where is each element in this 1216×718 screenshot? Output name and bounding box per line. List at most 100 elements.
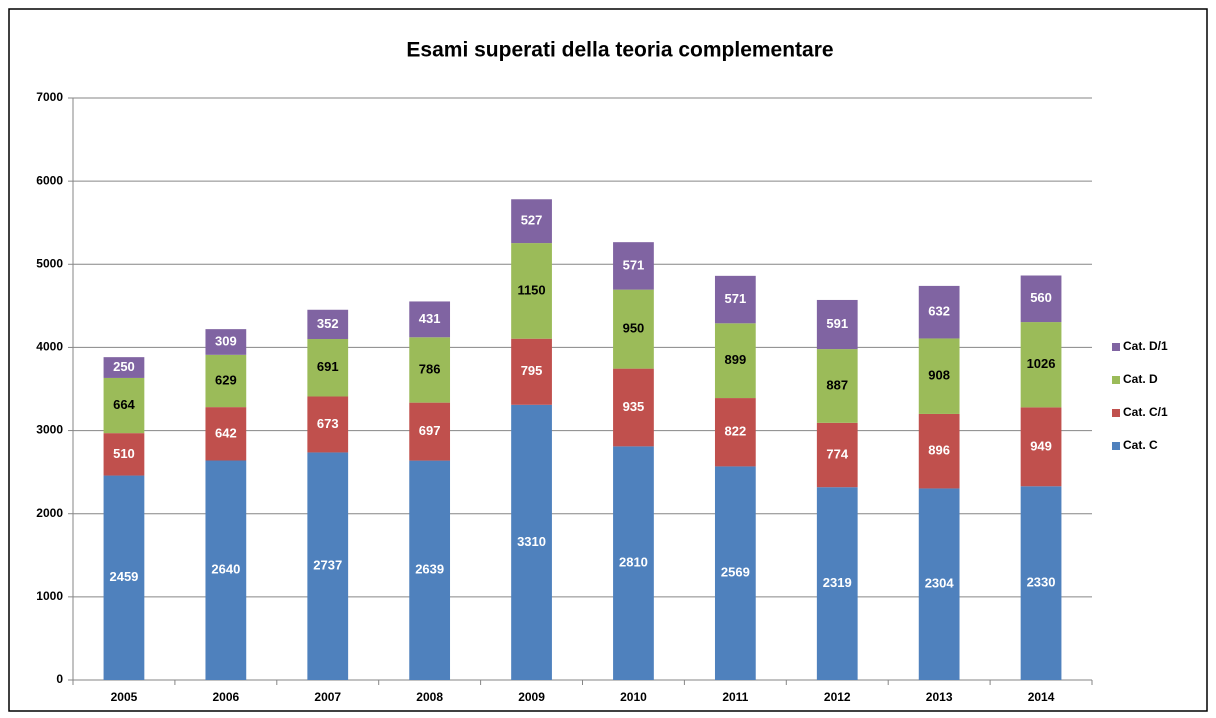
bar-segment	[714, 323, 756, 399]
bar-segment	[409, 301, 451, 338]
data-label: 949	[1030, 438, 1052, 453]
legend-label: Cat. D/1	[1123, 339, 1168, 353]
data-label: 3310	[517, 534, 546, 549]
bar-segment	[307, 339, 349, 397]
x-tick-label: 2013	[926, 690, 953, 704]
x-tick-label: 2005	[111, 690, 138, 704]
data-label: 664	[113, 397, 135, 412]
bar-segment	[816, 299, 858, 350]
data-label: 2459	[109, 569, 138, 584]
bar-segment	[816, 349, 858, 423]
data-label: 352	[317, 316, 339, 331]
bar-segment	[409, 337, 451, 403]
bar-segment	[1020, 322, 1062, 408]
data-label: 2737	[313, 558, 342, 573]
data-label: 2639	[415, 562, 444, 577]
data-label: 896	[928, 443, 950, 458]
data-label: 571	[623, 257, 645, 272]
bar-segment	[714, 275, 756, 324]
y-tick-label: 0	[56, 672, 63, 686]
data-label: 887	[826, 377, 848, 392]
bar-segment	[714, 466, 756, 680]
legend-swatch	[1112, 409, 1120, 417]
data-label: 691	[317, 359, 339, 374]
data-label: 2640	[211, 562, 240, 577]
legend-label: Cat. C/1	[1123, 405, 1168, 419]
bar-segment	[409, 460, 451, 680]
data-label: 899	[724, 352, 746, 367]
data-label: 786	[419, 361, 441, 376]
bar-segment	[816, 487, 858, 680]
data-label: 560	[1030, 290, 1052, 305]
bar-segment	[918, 338, 960, 414]
data-label: 822	[724, 424, 746, 439]
y-tick-label: 6000	[36, 173, 63, 187]
data-label: 571	[724, 291, 746, 306]
data-label: 250	[113, 359, 135, 374]
x-tick-label: 2014	[1028, 690, 1055, 704]
legend-swatch	[1112, 442, 1120, 450]
data-label: 2304	[925, 576, 955, 591]
x-tick-label: 2010	[620, 690, 647, 704]
bar-segment	[409, 402, 451, 461]
data-label: 2330	[1027, 575, 1056, 590]
legend-swatch	[1112, 376, 1120, 384]
data-label: 908	[928, 368, 950, 383]
bar-segment	[205, 460, 247, 680]
data-label: 309	[215, 333, 237, 348]
bar-segment	[205, 329, 247, 355]
x-tick-label: 2007	[314, 690, 341, 704]
data-label: 510	[113, 446, 135, 461]
data-label: 935	[623, 399, 645, 414]
y-tick-label: 1000	[36, 589, 63, 603]
legend-label: Cat. D	[1123, 372, 1158, 386]
bar-segment	[918, 285, 960, 339]
data-label: 1026	[1027, 356, 1056, 371]
x-tick-label: 2012	[824, 690, 851, 704]
legend-label: Cat. C	[1123, 438, 1158, 452]
data-label: 2810	[619, 555, 648, 570]
x-tick-label: 2006	[212, 690, 239, 704]
bar-segment	[103, 377, 145, 434]
data-label: 632	[928, 304, 950, 319]
legend-swatch	[1112, 343, 1120, 351]
bar-segment	[816, 422, 858, 488]
data-label: 2319	[823, 575, 852, 590]
y-tick-label: 5000	[36, 256, 63, 270]
bar-segment	[613, 446, 654, 680]
data-label: 591	[826, 316, 848, 331]
data-label: 2569	[721, 565, 750, 580]
data-label: 431	[419, 311, 441, 326]
bar-segment	[511, 199, 552, 244]
data-label: 795	[521, 363, 543, 378]
data-label: 642	[215, 425, 237, 440]
bar-segment	[307, 452, 349, 680]
bar-segment	[307, 309, 349, 340]
bar-segment	[613, 242, 654, 290]
bar-segment	[714, 398, 756, 467]
data-label: 1150	[517, 282, 545, 297]
y-tick-label: 3000	[36, 423, 63, 437]
bar-segment	[103, 433, 145, 476]
bar-segment	[613, 289, 654, 369]
bar-segment	[511, 338, 552, 405]
data-label: 950	[623, 321, 645, 336]
data-label: 527	[521, 213, 543, 228]
x-tick-label: 2008	[416, 690, 443, 704]
bar-segment	[205, 354, 247, 408]
bar-segment	[103, 357, 145, 378]
x-tick-label: 2009	[518, 690, 545, 704]
bar-segment	[918, 488, 960, 680]
y-tick-label: 7000	[36, 90, 63, 104]
data-label: 629	[215, 372, 237, 387]
bar-segment	[918, 413, 960, 489]
bar-segment	[511, 243, 552, 339]
bar-segment	[103, 475, 145, 680]
x-tick-label: 2011	[722, 690, 748, 704]
y-tick-label: 4000	[36, 340, 63, 354]
data-label: 673	[317, 416, 339, 431]
bar-segment	[205, 407, 247, 461]
y-tick-label: 2000	[36, 506, 63, 520]
chart-title: Esami superati della teoria complementar…	[406, 39, 833, 62]
